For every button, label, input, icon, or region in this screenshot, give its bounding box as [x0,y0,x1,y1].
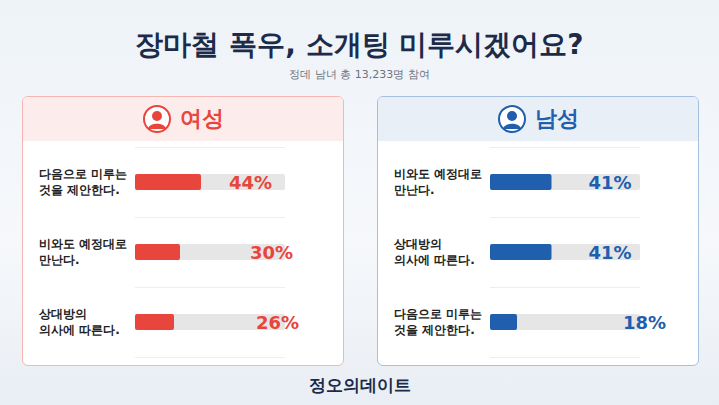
svg-text:상대방의: 상대방의 [393,237,442,251]
svg-text:다음으로 미루는: 다음으로 미루는 [394,307,482,321]
svg-text:것을 제안한다.: 것을 제안한다. [39,183,120,197]
html-text:남성: 남성 [535,106,579,131]
svg-text:41%: 41% [589,172,632,193]
svg-text:30%: 30% [250,242,293,263]
svg-text:18%: 18% [623,312,666,333]
html-text:정데 남녀 총 13,233명 참여: 정데 남녀 총 13,233명 참여 [289,68,430,81]
svg-text:26%: 26% [256,312,299,333]
svg-text:41%: 41% [589,242,632,263]
svg-text:44%: 44% [229,172,272,193]
svg-text:비와도 예정대로: 비와도 예정대로 [39,237,127,251]
svg-text:의사에 따른다.: 의사에 따른다. [394,253,475,267]
svg-text:만난다.: 만난다. [394,183,435,197]
svg-text:것을 제안한다.: 것을 제안한다. [394,323,475,337]
html-text:여성: 여성 [180,106,224,131]
html-text:장마철 폭우, 소개팅 미루시겠어요?: 장마철 폭우, 소개팅 미루시겠어요? [135,28,584,61]
svg-text:만난다.: 만난다. [39,253,80,267]
html-text:정오의데이트: 정오의데이트 [308,375,411,395]
svg-text:다음으로 미루는: 다음으로 미루는 [39,167,127,181]
svg-text:상대방의: 상대방의 [38,307,87,321]
svg-text:비와도 예정대로: 비와도 예정대로 [394,167,482,181]
svg-text:의사에 따른다.: 의사에 따른다. [39,323,120,337]
